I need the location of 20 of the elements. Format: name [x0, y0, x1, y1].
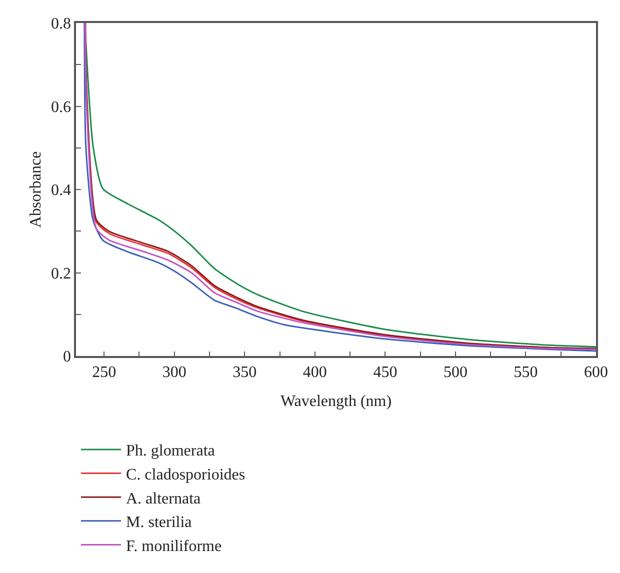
legend-label: F. moniliforme — [126, 538, 222, 555]
y-tick-label: 0.6 — [51, 98, 72, 116]
y-axis-title: Absorbance — [27, 151, 44, 228]
x-tick-label: 600 — [584, 364, 608, 381]
x-tick-label: 300 — [162, 364, 186, 381]
y-tick-label: 0 — [63, 348, 72, 366]
y-tick-label: 0.2 — [51, 265, 72, 282]
x-tick-label: 400 — [302, 364, 327, 381]
x-tick-label: 550 — [514, 364, 538, 381]
x-axis-title: Wavelength (nm) — [280, 393, 392, 410]
x-tick-label: 500 — [443, 364, 468, 381]
x-tick-label: 350 — [232, 364, 257, 381]
y-tick-label: 0.4 — [51, 182, 72, 200]
legend-label: M. sterilia — [126, 514, 192, 532]
y-tick-label: 0.8 — [51, 16, 72, 33]
legend-label: C. cladosporioides — [126, 466, 246, 484]
legend-label: Ph. glomerata — [126, 442, 215, 460]
x-tick-label: 250 — [92, 364, 116, 381]
legend-label: A. alternata — [126, 490, 201, 508]
x-tick-label: 450 — [373, 364, 398, 381]
